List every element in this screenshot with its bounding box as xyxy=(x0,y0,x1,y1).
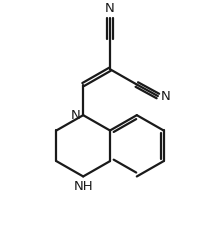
Text: N: N xyxy=(71,109,80,122)
Text: N: N xyxy=(161,90,170,102)
Text: N: N xyxy=(105,2,115,15)
Text: NH: NH xyxy=(73,180,93,193)
